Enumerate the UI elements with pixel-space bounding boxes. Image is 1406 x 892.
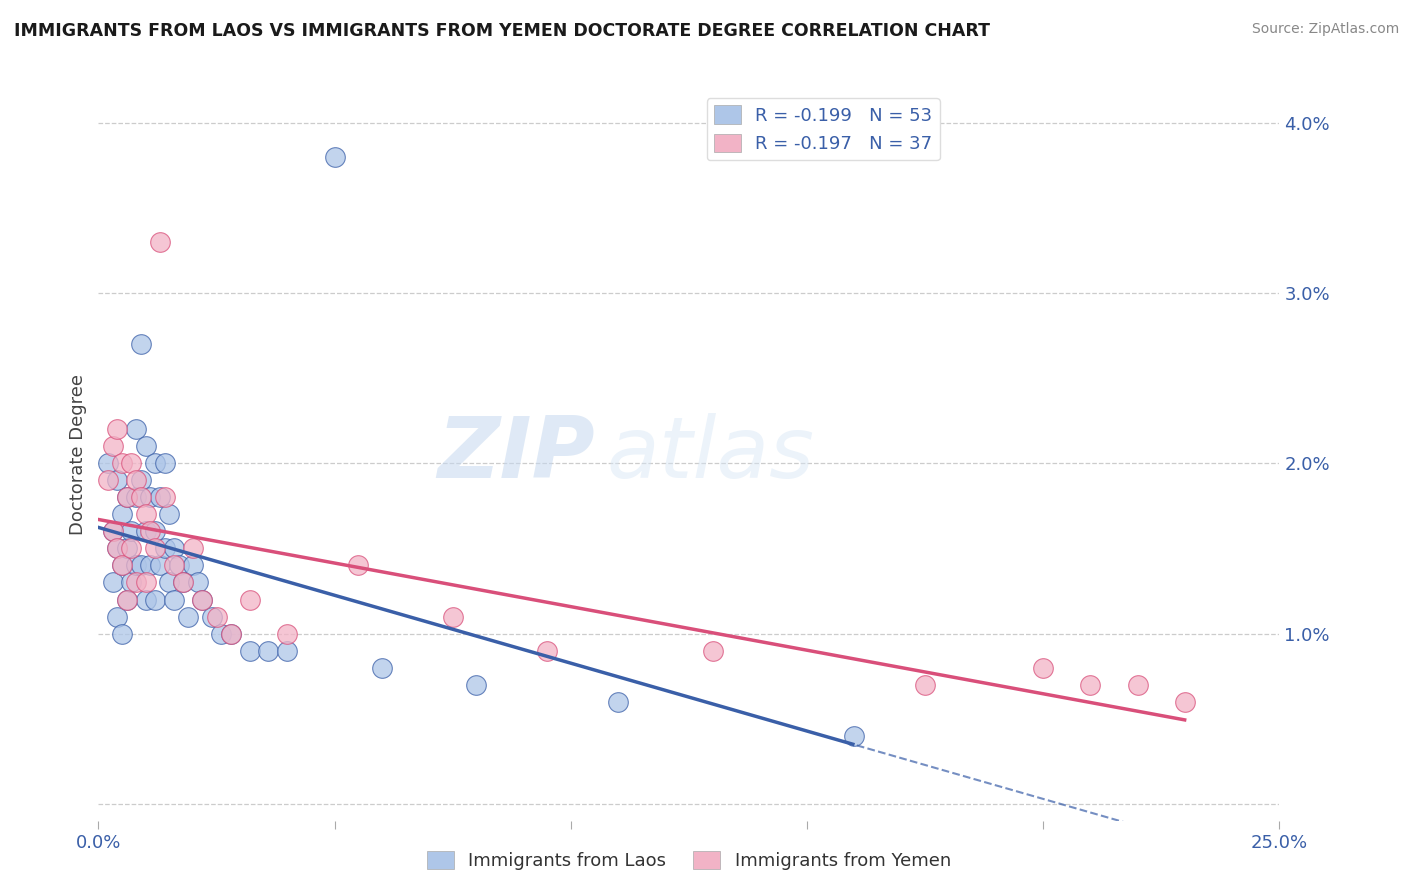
- Point: [153, 541, 176, 556]
- Text: atlas: atlas: [606, 413, 814, 497]
- Point: [536, 643, 558, 657]
- Point: [239, 592, 262, 607]
- Point: [276, 626, 298, 640]
- Point: [209, 626, 232, 640]
- Point: [101, 524, 124, 539]
- Point: [115, 491, 138, 505]
- Point: [135, 524, 157, 539]
- Legend: Immigrants from Laos, Immigrants from Yemen: Immigrants from Laos, Immigrants from Ye…: [419, 844, 959, 878]
- Point: [121, 541, 143, 556]
- Point: [149, 491, 172, 505]
- Point: [153, 491, 176, 505]
- Point: [191, 592, 214, 607]
- Text: ZIP: ZIP: [437, 413, 595, 497]
- Point: [115, 541, 138, 556]
- Point: [105, 422, 128, 436]
- Point: [172, 575, 194, 590]
- Point: [163, 541, 186, 556]
- Point: [105, 541, 128, 556]
- Point: [129, 491, 152, 505]
- Point: [129, 474, 152, 488]
- Point: [1032, 660, 1054, 674]
- Point: [105, 609, 128, 624]
- Point: [149, 558, 172, 573]
- Point: [101, 439, 124, 453]
- Point: [97, 474, 120, 488]
- Point: [125, 491, 148, 505]
- Point: [139, 491, 162, 505]
- Point: [101, 524, 124, 539]
- Point: [135, 575, 157, 590]
- Point: [181, 558, 204, 573]
- Point: [105, 474, 128, 488]
- Point: [121, 457, 143, 471]
- Point: [129, 337, 152, 351]
- Point: [172, 575, 194, 590]
- Point: [121, 575, 143, 590]
- Point: [143, 524, 166, 539]
- Point: [125, 474, 148, 488]
- Point: [191, 592, 214, 607]
- Point: [371, 660, 394, 674]
- Point: [702, 643, 724, 657]
- Point: [167, 558, 190, 573]
- Point: [129, 558, 152, 573]
- Point: [219, 626, 242, 640]
- Point: [111, 457, 134, 471]
- Point: [157, 575, 180, 590]
- Point: [111, 626, 134, 640]
- Point: [1080, 677, 1102, 691]
- Point: [135, 592, 157, 607]
- Point: [101, 575, 124, 590]
- Point: [111, 558, 134, 573]
- Point: [1174, 695, 1197, 709]
- Point: [201, 609, 224, 624]
- Point: [257, 643, 280, 657]
- Point: [1126, 677, 1149, 691]
- Point: [143, 457, 166, 471]
- Y-axis label: Doctorate Degree: Doctorate Degree: [69, 375, 87, 535]
- Point: [153, 457, 176, 471]
- Point: [607, 695, 630, 709]
- Point: [115, 592, 138, 607]
- Point: [187, 575, 209, 590]
- Point: [143, 592, 166, 607]
- Point: [135, 508, 157, 522]
- Point: [149, 235, 172, 250]
- Point: [205, 609, 228, 624]
- Text: Source: ZipAtlas.com: Source: ZipAtlas.com: [1251, 22, 1399, 37]
- Point: [465, 677, 488, 691]
- Point: [163, 558, 186, 573]
- Point: [219, 626, 242, 640]
- Point: [105, 541, 128, 556]
- Point: [441, 609, 464, 624]
- Point: [125, 422, 148, 436]
- Point: [844, 729, 866, 743]
- Point: [276, 643, 298, 657]
- Point: [157, 508, 180, 522]
- Point: [97, 457, 120, 471]
- Point: [121, 524, 143, 539]
- Point: [914, 677, 936, 691]
- Point: [139, 558, 162, 573]
- Point: [111, 558, 134, 573]
- Point: [125, 575, 148, 590]
- Point: [111, 508, 134, 522]
- Point: [139, 524, 162, 539]
- Point: [143, 541, 166, 556]
- Point: [125, 558, 148, 573]
- Point: [323, 150, 346, 164]
- Point: [115, 592, 138, 607]
- Point: [347, 558, 370, 573]
- Point: [115, 491, 138, 505]
- Point: [163, 592, 186, 607]
- Point: [177, 609, 200, 624]
- Point: [181, 541, 204, 556]
- Point: [135, 439, 157, 453]
- Text: IMMIGRANTS FROM LAOS VS IMMIGRANTS FROM YEMEN DOCTORATE DEGREE CORRELATION CHART: IMMIGRANTS FROM LAOS VS IMMIGRANTS FROM …: [14, 22, 990, 40]
- Point: [239, 643, 262, 657]
